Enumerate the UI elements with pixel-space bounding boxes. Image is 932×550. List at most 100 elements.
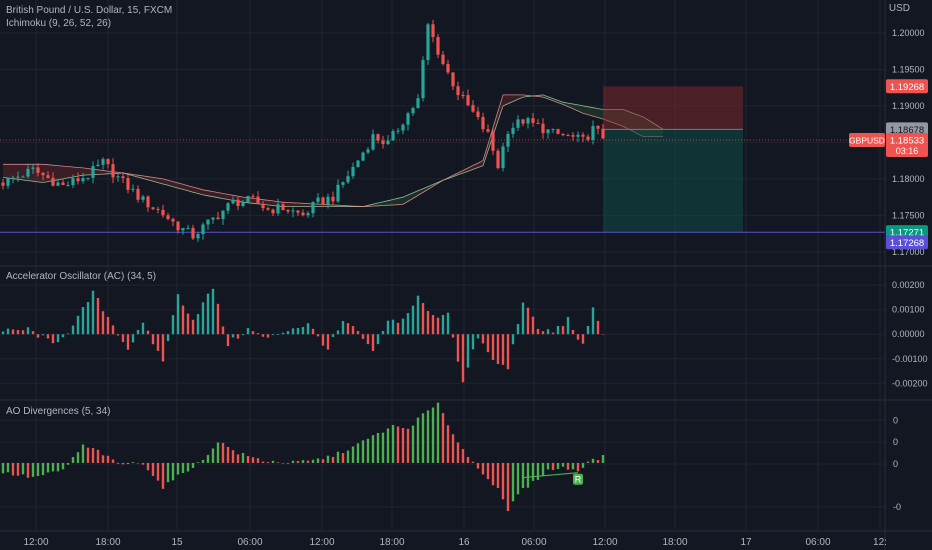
- cloud-segment: [633, 113, 638, 134]
- ao-bar: [416, 417, 420, 463]
- divergence-marker-text: R: [575, 475, 582, 485]
- ac-bar: [486, 334, 490, 353]
- cloud-segment: [578, 104, 583, 114]
- ac-bar: [426, 311, 430, 335]
- candle-body: [111, 164, 115, 178]
- ac-bar: [561, 326, 565, 335]
- reward-zone[interactable]: [603, 129, 743, 233]
- ac-bar: [206, 293, 210, 335]
- cloud-segment: [3, 164, 8, 179]
- ao-bar: [21, 462, 25, 475]
- ac-bar: [326, 334, 330, 350]
- ac-bar: [491, 334, 495, 361]
- ao-bar: [301, 460, 305, 463]
- currency-label: USD: [888, 3, 910, 14]
- ao-bar: [556, 462, 560, 470]
- candle-body: [66, 184, 70, 186]
- ac-bar: [476, 334, 480, 339]
- target-price-label: 1.17271: [890, 228, 924, 239]
- candle-body: [171, 219, 175, 222]
- ac-bar: [256, 333, 260, 335]
- ao-bar: [346, 450, 350, 463]
- ao-bar: [491, 462, 495, 486]
- cloud-segment: [63, 166, 68, 179]
- time-axis[interactable]: 12:00 18:00 15 06:00 12:00 18:00 16 06:00 12:00 1…: [23, 537, 886, 548]
- ao-bar: [96, 449, 100, 463]
- ao-bar: [211, 448, 215, 463]
- ao-legend[interactable]: AO Divergences (5, 34): [6, 406, 111, 417]
- candle-body: [196, 234, 200, 239]
- candle-body: [301, 212, 305, 216]
- ac-bar: [51, 334, 55, 344]
- ao-bar: [496, 462, 500, 489]
- candle-body: [241, 202, 245, 207]
- ao-bar: [261, 461, 265, 463]
- ao-bar: [286, 462, 290, 464]
- candle-body: [336, 184, 340, 202]
- cloud-segment: [163, 178, 168, 186]
- ao-bar: [216, 442, 220, 463]
- candle-body: [511, 127, 515, 134]
- long-short-position[interactable]: [0, 86, 885, 233]
- cloud-segment: [263, 199, 268, 205]
- candle-body: [386, 140, 390, 145]
- candle-body: [226, 203, 230, 211]
- risk-zone[interactable]: [603, 86, 743, 130]
- ao-bar: [131, 462, 135, 463]
- ao-bar: [396, 426, 400, 463]
- symbol-legend[interactable]: British Pound / U.S. Dollar, 15, FXCM: [6, 5, 173, 16]
- ao-bar: [271, 460, 275, 463]
- cloud-segment: [623, 109, 628, 129]
- ac-legend[interactable]: Accelerator Oscillator (AC) (34, 5): [6, 271, 157, 282]
- cloud-segment: [198, 188, 203, 195]
- cloud-segment: [73, 166, 78, 178]
- ac-bar: [76, 315, 80, 335]
- ac-bar: [151, 334, 155, 345]
- ao-bar: [511, 462, 515, 502]
- candle-body: [516, 119, 520, 128]
- cloud-segment: [493, 111, 498, 136]
- candle-body: [211, 217, 215, 220]
- ao-bar: [121, 462, 125, 465]
- ac-bar: [81, 307, 85, 335]
- ichimoku-legend[interactable]: Ichimoku (9, 26, 52, 26): [6, 18, 112, 29]
- ao-bar: [401, 428, 405, 463]
- candle-body: [131, 188, 135, 190]
- ac-bar: [356, 330, 360, 335]
- time-tick-label: 16: [458, 537, 470, 548]
- ac-bar: [451, 334, 455, 338]
- price-axis[interactable]: 1.200001.195001.190001.185001.180001.175…: [892, 28, 928, 512]
- ao-bar: [421, 413, 425, 463]
- price-tick-label: 1.20000: [892, 28, 925, 38]
- cloud-segment: [463, 167, 468, 174]
- ac-bar: [526, 307, 530, 335]
- ac-bar: [336, 330, 340, 335]
- ac-bar: [366, 334, 370, 345]
- ac-bar: [346, 323, 350, 335]
- candle-body: [6, 177, 10, 186]
- ac-bar: [591, 307, 595, 335]
- ao-bar: [541, 462, 545, 476]
- ac-bar: [241, 334, 245, 336]
- ao-bar: [506, 462, 510, 512]
- candle-body: [81, 178, 85, 182]
- ao-bar: [456, 442, 460, 463]
- ao-bar: [141, 462, 145, 465]
- ac-bar: [141, 322, 145, 335]
- ac-bar: [341, 320, 345, 335]
- cloud-segment: [18, 164, 23, 180]
- candle-body: [596, 125, 600, 129]
- ac-bar: [161, 334, 165, 362]
- ao-bar: [81, 444, 85, 463]
- cloud-segment: [393, 198, 398, 205]
- ac-bar: [601, 334, 605, 335]
- ao-bar: [36, 462, 40, 477]
- ao-bar: [221, 442, 225, 463]
- ac-bar: [536, 328, 540, 335]
- ac-bar: [511, 334, 515, 345]
- cloud-segment: [213, 191, 218, 198]
- candle-body: [441, 54, 445, 64]
- candle-body: [181, 228, 185, 231]
